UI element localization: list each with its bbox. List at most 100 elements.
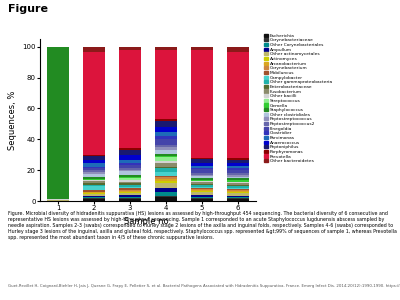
Bar xyxy=(191,47,213,50)
Bar xyxy=(83,47,105,52)
Bar xyxy=(119,47,141,50)
Bar xyxy=(155,146,177,150)
Bar xyxy=(191,50,213,158)
Bar xyxy=(155,119,177,121)
Bar xyxy=(155,188,177,192)
Bar xyxy=(155,136,177,139)
Bar xyxy=(227,167,249,168)
Text: Guet-Revillet H, Coignard-Biehler H, Jais J, Quesne G, Frapy E, Pelletier S, et : Guet-Revillet H, Coignard-Biehler H, Jai… xyxy=(8,284,400,287)
Bar xyxy=(119,172,141,175)
Bar xyxy=(119,163,141,165)
Bar xyxy=(191,191,213,192)
Bar xyxy=(83,194,105,196)
Bar xyxy=(191,168,213,169)
Bar xyxy=(227,183,249,185)
Bar xyxy=(83,167,105,168)
Bar xyxy=(119,182,141,183)
Bar xyxy=(191,195,213,197)
Bar xyxy=(191,197,213,198)
Bar xyxy=(191,185,213,187)
Bar xyxy=(191,169,213,173)
Bar xyxy=(155,121,177,127)
Bar xyxy=(119,191,141,192)
Y-axis label: Sequences, %: Sequences, % xyxy=(8,90,17,150)
Bar xyxy=(227,178,249,180)
Bar xyxy=(83,168,105,170)
Bar xyxy=(83,180,105,181)
Bar xyxy=(119,194,141,195)
Bar xyxy=(119,150,141,154)
Bar xyxy=(191,163,213,166)
Bar xyxy=(119,148,141,150)
Bar xyxy=(83,181,105,183)
Bar xyxy=(47,200,69,201)
Bar xyxy=(119,154,141,160)
Bar xyxy=(119,188,141,190)
Bar xyxy=(227,185,249,186)
Bar xyxy=(83,190,105,192)
Legend: Escherichia, Corynebacteriaceae, Other Corynebacteriales, Ampullum, Other actino: Escherichia, Corynebacteriaceae, Other C… xyxy=(264,34,332,163)
Bar xyxy=(119,199,141,201)
Bar xyxy=(191,176,213,178)
Bar xyxy=(155,192,177,196)
Bar xyxy=(155,139,177,145)
Bar xyxy=(83,170,105,172)
Bar xyxy=(83,199,105,201)
Bar xyxy=(155,183,177,188)
Bar xyxy=(155,158,177,161)
Bar xyxy=(227,199,249,201)
Bar xyxy=(191,188,213,189)
Bar xyxy=(227,192,249,193)
Bar xyxy=(119,160,141,163)
Bar xyxy=(83,198,105,199)
Bar xyxy=(119,50,141,148)
Bar xyxy=(155,150,177,154)
Bar xyxy=(155,145,177,146)
Bar xyxy=(119,197,141,199)
Bar xyxy=(191,182,213,184)
Bar xyxy=(83,160,105,163)
Bar xyxy=(191,173,213,175)
Bar xyxy=(191,181,213,182)
Bar xyxy=(191,166,213,168)
Bar xyxy=(83,186,105,190)
Bar xyxy=(227,47,249,52)
Bar xyxy=(83,183,105,185)
Bar xyxy=(83,196,105,197)
Bar xyxy=(227,193,249,196)
Bar xyxy=(83,174,105,177)
Bar xyxy=(119,168,141,170)
Bar xyxy=(155,161,177,163)
Bar xyxy=(155,176,177,177)
Bar xyxy=(227,170,249,173)
Bar xyxy=(119,180,141,182)
Bar xyxy=(191,184,213,185)
Bar xyxy=(155,156,177,158)
Bar xyxy=(155,197,177,201)
Bar xyxy=(155,196,177,197)
Bar xyxy=(191,190,213,191)
Bar xyxy=(83,179,105,180)
Bar xyxy=(191,158,213,159)
Text: Figure: Figure xyxy=(8,4,48,14)
Bar xyxy=(227,160,249,163)
Bar xyxy=(119,185,141,187)
Bar xyxy=(227,158,249,160)
Bar xyxy=(227,189,249,190)
Bar xyxy=(227,188,249,189)
Bar xyxy=(191,198,213,199)
Bar xyxy=(47,47,69,200)
Bar xyxy=(155,181,177,183)
Bar xyxy=(191,178,213,180)
Bar xyxy=(119,175,141,177)
Bar xyxy=(227,52,249,158)
Bar xyxy=(155,154,177,156)
Bar xyxy=(191,159,213,163)
Bar xyxy=(227,196,249,197)
Bar xyxy=(83,172,105,174)
Bar xyxy=(227,175,249,177)
Bar xyxy=(119,177,141,178)
Bar xyxy=(155,163,177,166)
Bar xyxy=(119,183,141,185)
Bar xyxy=(191,199,213,201)
